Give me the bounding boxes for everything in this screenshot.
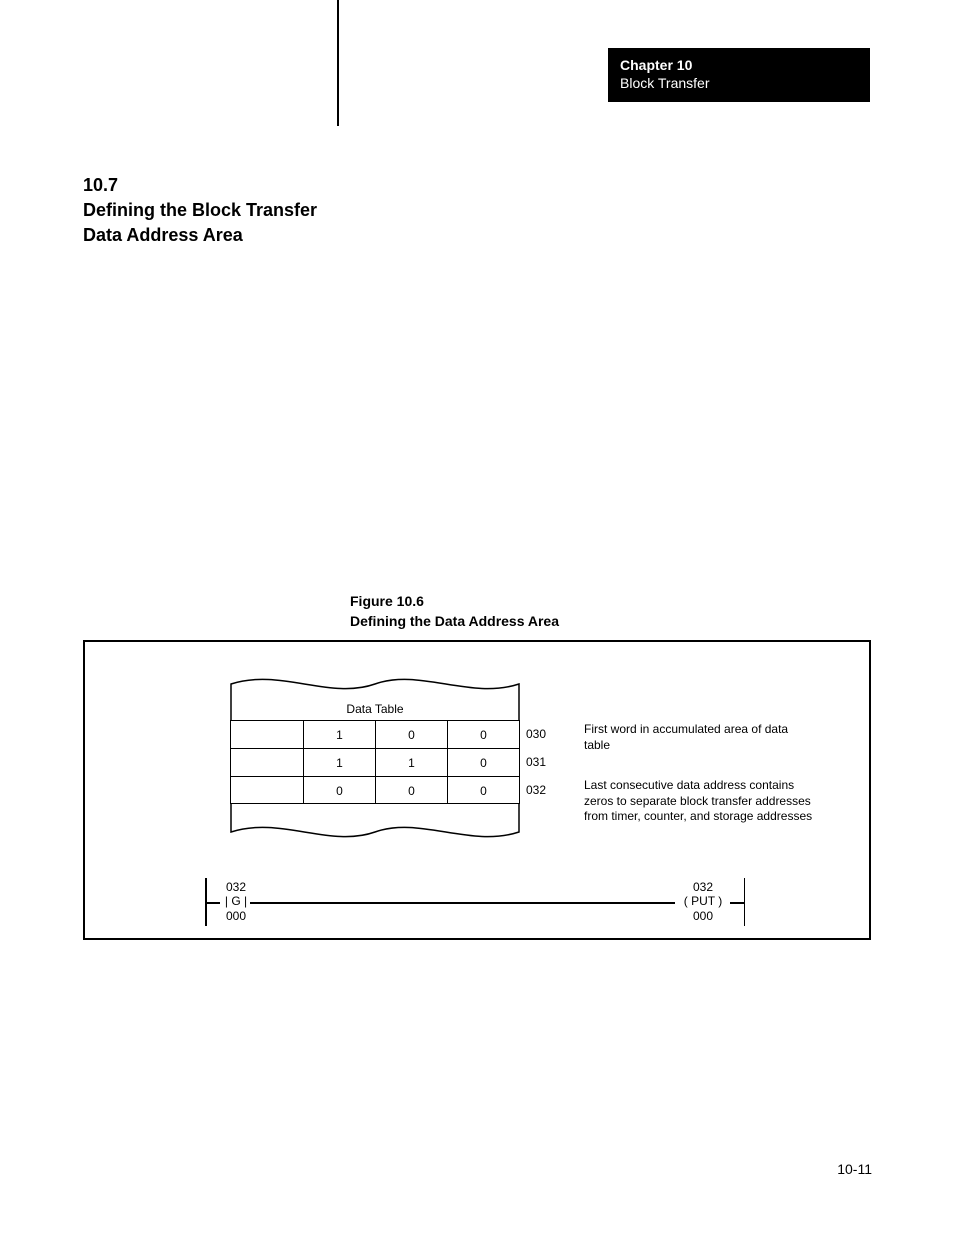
row-pad <box>231 777 303 803</box>
cell: 0 <box>303 777 375 803</box>
cell: 0 <box>447 777 519 803</box>
get-symbol: | G | <box>219 894 253 908</box>
vertical-divider <box>337 0 339 126</box>
figure-caption: Figure 10.6 Defining the Data Address Ar… <box>350 592 559 631</box>
get-addr: 032 <box>219 880 253 894</box>
cell: 0 <box>375 777 447 803</box>
data-table: 1 0 0 1 1 0 0 0 0 <box>230 720 520 804</box>
ladder-wire-right <box>730 902 744 904</box>
row-address: 031 <box>526 748 546 776</box>
annotation-last-address: Last consecutive data address contains z… <box>584 778 814 825</box>
put-value: 000 <box>675 909 731 923</box>
table-bottom-wave <box>230 804 520 850</box>
cell: 1 <box>375 749 447 776</box>
table-row: 1 0 0 <box>231 720 519 748</box>
get-instruction: 032 | G | 000 <box>219 880 253 923</box>
table-row: 0 0 0 <box>231 776 519 804</box>
ladder-rung: 032 | G | 000 032 ( PUT ) 000 <box>205 878 745 926</box>
put-addr: 032 <box>675 880 731 894</box>
section-title-line1: Defining the Block Transfer <box>83 198 343 223</box>
cell: 1 <box>303 721 375 748</box>
cell: 1 <box>303 749 375 776</box>
chapter-label: Chapter 10 <box>620 56 858 74</box>
page: Chapter 10 Block Transfer 10.7 Defining … <box>0 0 954 1235</box>
get-value: 000 <box>219 909 253 923</box>
cell: 0 <box>447 721 519 748</box>
section-number: 10.7 <box>83 173 343 198</box>
row-pad <box>231 721 303 748</box>
chapter-header-box: Chapter 10 Block Transfer <box>608 48 870 102</box>
put-instruction: 032 ( PUT ) 000 <box>675 880 731 923</box>
ladder-wire-left <box>206 902 220 904</box>
row-address: 032 <box>526 776 546 804</box>
ladder-wire-mid <box>250 902 675 904</box>
section-heading: 10.7 Defining the Block Transfer Data Ad… <box>83 173 343 249</box>
figure-label: Figure 10.6 <box>350 592 559 612</box>
annotation-first-word: First word in accumulated area of data t… <box>584 722 814 753</box>
cell: 0 <box>447 749 519 776</box>
cell: 0 <box>375 721 447 748</box>
row-pad <box>231 749 303 776</box>
row-address: 030 <box>526 720 546 748</box>
data-table-label: Data Table <box>230 702 520 716</box>
address-column: 030 031 032 <box>526 720 546 804</box>
chapter-subtitle: Block Transfer <box>620 74 858 92</box>
section-title-line2: Data Address Area <box>83 223 343 248</box>
figure-title: Defining the Data Address Area <box>350 612 559 632</box>
put-symbol: ( PUT ) <box>675 894 731 908</box>
page-number: 10-11 <box>837 1161 872 1177</box>
table-row: 1 1 0 <box>231 748 519 776</box>
